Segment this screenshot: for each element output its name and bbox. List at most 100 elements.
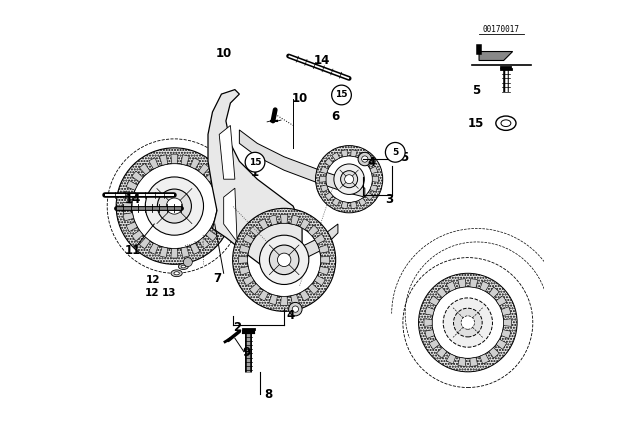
Polygon shape xyxy=(239,245,250,253)
Polygon shape xyxy=(470,358,478,366)
Circle shape xyxy=(278,253,291,267)
Polygon shape xyxy=(480,354,490,364)
Polygon shape xyxy=(314,276,325,286)
Polygon shape xyxy=(321,185,328,192)
Polygon shape xyxy=(198,164,209,175)
Polygon shape xyxy=(370,166,378,173)
Circle shape xyxy=(184,258,192,267)
Polygon shape xyxy=(308,225,319,236)
Polygon shape xyxy=(171,154,178,164)
Polygon shape xyxy=(319,176,326,182)
Polygon shape xyxy=(140,237,150,249)
Polygon shape xyxy=(211,222,223,232)
Polygon shape xyxy=(341,202,348,209)
Polygon shape xyxy=(224,188,237,242)
Polygon shape xyxy=(208,90,302,273)
Polygon shape xyxy=(269,215,278,225)
Circle shape xyxy=(362,156,368,162)
Polygon shape xyxy=(123,213,134,221)
Polygon shape xyxy=(332,198,340,206)
Polygon shape xyxy=(250,225,260,236)
Polygon shape xyxy=(269,294,278,305)
Polygon shape xyxy=(300,290,310,301)
Polygon shape xyxy=(244,224,338,260)
Text: 14: 14 xyxy=(314,53,330,67)
Polygon shape xyxy=(126,222,138,232)
Text: 00170017: 00170017 xyxy=(483,25,520,34)
Ellipse shape xyxy=(181,265,186,268)
Text: 2: 2 xyxy=(233,320,241,334)
Text: 5: 5 xyxy=(399,151,408,164)
Text: 5: 5 xyxy=(392,148,398,157)
Circle shape xyxy=(292,306,298,312)
Polygon shape xyxy=(206,171,217,182)
Text: 10: 10 xyxy=(292,92,308,105)
Polygon shape xyxy=(504,319,512,326)
Ellipse shape xyxy=(174,271,179,275)
Polygon shape xyxy=(479,52,513,60)
Circle shape xyxy=(358,152,372,166)
Circle shape xyxy=(166,198,182,214)
Polygon shape xyxy=(496,296,507,306)
Text: 1: 1 xyxy=(251,166,259,179)
Ellipse shape xyxy=(179,263,188,270)
Circle shape xyxy=(260,235,309,284)
Polygon shape xyxy=(332,152,340,160)
Polygon shape xyxy=(314,234,325,244)
Polygon shape xyxy=(324,192,333,200)
Polygon shape xyxy=(239,130,365,197)
Polygon shape xyxy=(132,171,143,182)
Polygon shape xyxy=(458,358,466,366)
Circle shape xyxy=(269,245,299,275)
Polygon shape xyxy=(211,181,223,190)
Text: 14: 14 xyxy=(125,193,141,206)
Polygon shape xyxy=(501,306,511,315)
Polygon shape xyxy=(148,158,159,169)
Text: 10: 10 xyxy=(216,47,232,60)
Polygon shape xyxy=(206,230,217,241)
Polygon shape xyxy=(215,191,226,199)
Polygon shape xyxy=(239,267,250,275)
Polygon shape xyxy=(259,290,268,301)
Polygon shape xyxy=(140,164,150,175)
Circle shape xyxy=(334,164,364,194)
Circle shape xyxy=(145,177,204,235)
Polygon shape xyxy=(489,287,499,297)
Circle shape xyxy=(340,171,358,188)
Polygon shape xyxy=(159,247,168,258)
Polygon shape xyxy=(243,276,254,286)
Text: 9: 9 xyxy=(242,346,250,359)
Polygon shape xyxy=(291,215,300,225)
Polygon shape xyxy=(126,181,138,190)
Polygon shape xyxy=(190,243,200,254)
Polygon shape xyxy=(123,191,134,199)
Text: 15: 15 xyxy=(468,117,484,130)
Polygon shape xyxy=(280,214,288,223)
Circle shape xyxy=(245,152,265,172)
Text: 6: 6 xyxy=(332,110,340,123)
Polygon shape xyxy=(198,237,209,249)
Polygon shape xyxy=(319,267,329,275)
Polygon shape xyxy=(181,155,189,165)
Polygon shape xyxy=(446,354,456,364)
Polygon shape xyxy=(300,219,310,229)
Text: 15: 15 xyxy=(335,90,348,99)
Polygon shape xyxy=(171,249,178,258)
Text: 5: 5 xyxy=(472,84,480,97)
Polygon shape xyxy=(291,294,300,305)
Circle shape xyxy=(385,142,405,162)
Text: 15: 15 xyxy=(249,158,261,167)
Text: 12: 12 xyxy=(146,276,161,285)
Polygon shape xyxy=(351,202,357,209)
Polygon shape xyxy=(365,192,374,200)
Polygon shape xyxy=(489,348,499,358)
Circle shape xyxy=(157,189,191,223)
Text: 12: 12 xyxy=(145,288,159,297)
Polygon shape xyxy=(243,234,254,244)
Polygon shape xyxy=(496,339,507,349)
Polygon shape xyxy=(215,213,226,221)
Polygon shape xyxy=(122,202,132,210)
Text: 4: 4 xyxy=(367,155,376,169)
Polygon shape xyxy=(321,256,330,263)
Polygon shape xyxy=(446,281,456,291)
